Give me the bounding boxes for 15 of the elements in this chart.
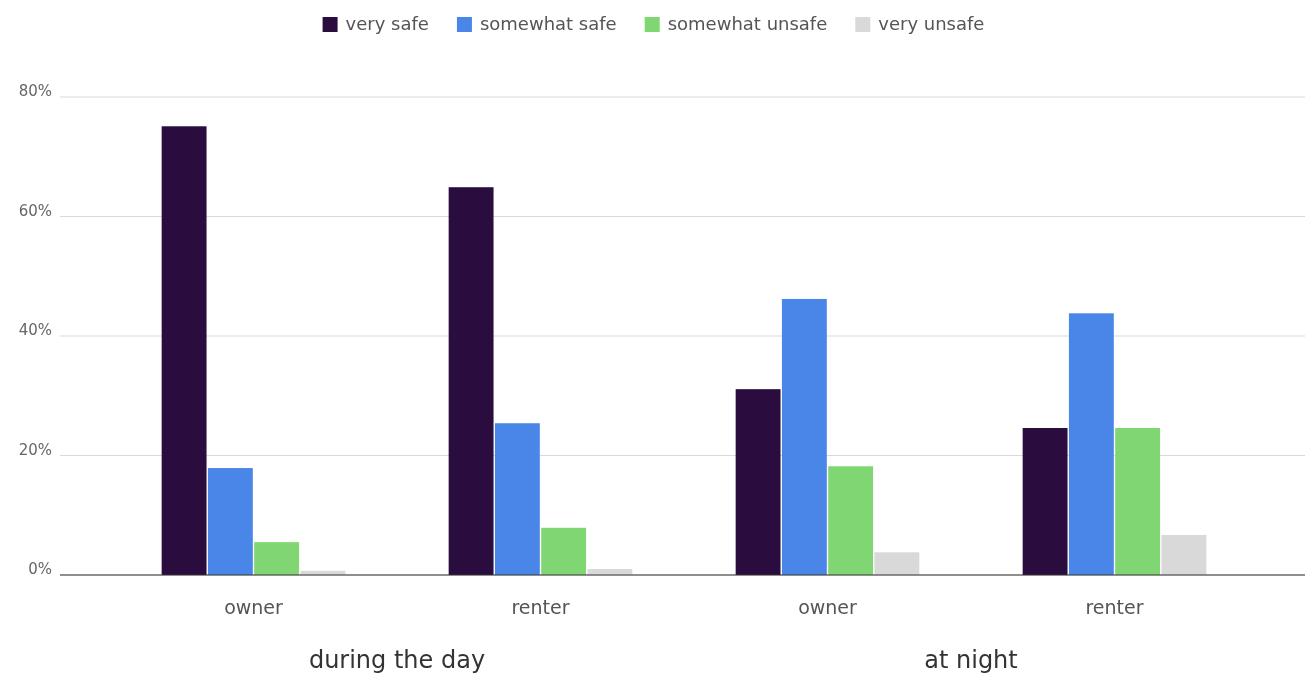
text: during the day	[308, 646, 486, 674]
y-tick-label: 40%	[18, 321, 52, 339]
legend-label: very unsafe	[878, 13, 985, 34]
legend-label: somewhat safe	[479, 13, 617, 34]
legend-label: somewhat unsafe	[667, 13, 828, 34]
x-tick-label: renter	[511, 596, 570, 619]
x-tick-label: renter	[1085, 596, 1144, 619]
y-tick-label: 60%	[18, 201, 52, 220]
y-tick-label: 80%	[18, 82, 52, 100]
y-tick-label: 20%	[18, 440, 52, 459]
x-tick-label: owner	[798, 596, 858, 619]
y-tick-label: 0%	[28, 560, 52, 578]
x-tick-label: owner	[224, 596, 284, 619]
legend-label: very safe	[345, 13, 429, 34]
text: at night	[924, 646, 1018, 674]
